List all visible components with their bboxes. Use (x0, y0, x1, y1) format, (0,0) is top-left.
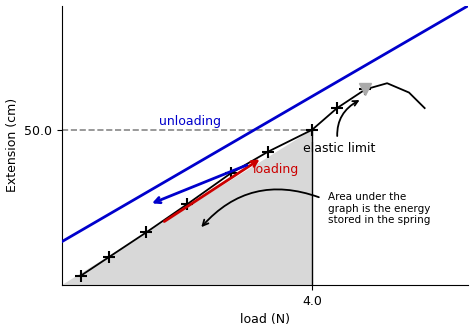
X-axis label: load (N): load (N) (240, 313, 290, 326)
Text: Area under the
graph is the energy
stored in the spring: Area under the graph is the energy store… (328, 192, 430, 225)
Text: elastic limit: elastic limit (303, 101, 375, 155)
Polygon shape (62, 130, 312, 285)
Text: unloading: unloading (159, 115, 221, 128)
Text: loading: loading (253, 163, 299, 176)
Y-axis label: Extension (cm): Extension (cm) (6, 98, 18, 193)
